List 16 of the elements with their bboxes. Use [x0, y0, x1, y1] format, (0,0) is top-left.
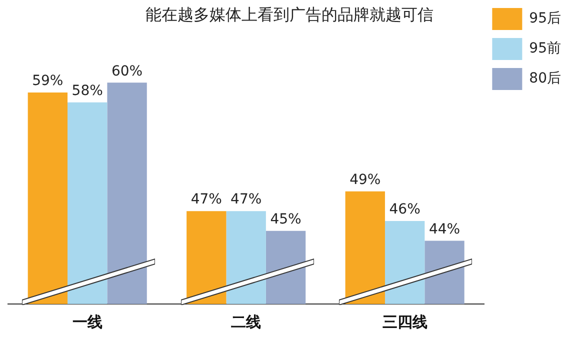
x-tick-label: 三四线 [382, 312, 428, 331]
data-label: 46% [389, 202, 420, 218]
legend-label: 95后 [529, 10, 562, 27]
legend-label: 95前 [529, 40, 562, 57]
data-label: 59% [32, 73, 64, 90]
data-label: 44% [428, 221, 460, 238]
data-label: 47% [190, 192, 222, 208]
data-label: 49% [350, 172, 381, 188]
data-label: 60% [111, 63, 143, 80]
data-label: 58% [72, 83, 103, 100]
x-tick-label: 二线 [231, 312, 262, 331]
chart-title: 能在越多媒体上看到广告的品牌就越可信 [146, 4, 434, 24]
x-tick-label: 一线 [72, 312, 102, 331]
data-label: 45% [270, 212, 302, 228]
legend-label: 80后 [529, 70, 562, 87]
data-label: 47% [230, 192, 262, 208]
